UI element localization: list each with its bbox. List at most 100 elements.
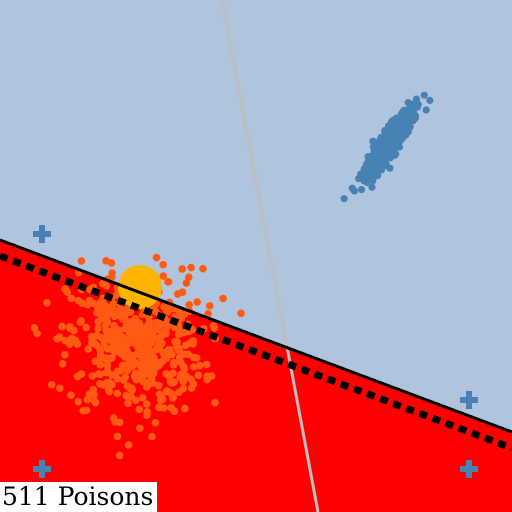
poison-data-point [199,264,207,273]
poison-data-point [142,400,151,408]
poison-data-point [55,333,64,341]
poison-data-point [95,307,104,316]
poisoned-decision-boundary [0,238,512,434]
poison-data-point [85,390,94,399]
poison-data-point [103,361,112,370]
poison-data-point [136,424,144,433]
poison-data-point [161,322,170,331]
poison-data-point [119,315,127,323]
poison-data-point [184,273,193,281]
poison-data-point [110,321,118,330]
clean-data-point [379,142,387,150]
cross-marker [33,225,51,243]
poison-data-point [131,396,140,405]
clean-data-point [394,126,402,135]
clean-data-point [374,158,382,166]
poison-data-point [61,285,69,293]
clean-data-point [420,91,428,99]
poison-data-point [124,354,133,363]
poison-data-point [96,380,104,388]
poison-data-point [187,263,195,272]
poison-data-point [108,354,116,362]
poison-data-point [145,313,153,322]
poison-data-point [148,432,156,441]
poison-data-point [66,323,74,331]
poison-data-point [159,260,167,269]
poison-data-point [67,391,75,399]
poison-data-point [117,366,125,375]
poison-data-point [142,356,150,365]
clean-data-point [404,99,412,107]
poison-data-point [130,318,138,327]
points-layer [30,91,434,491]
cross-marker [460,460,478,478]
poison-data-point [103,345,112,353]
poison-data-point [122,304,131,313]
poison-data-point [104,310,112,318]
poison-data-point [105,335,113,344]
poison-data-point [211,398,219,407]
poison-data-point [177,370,185,379]
clean-data-point [357,186,366,194]
poison-data-point [179,377,188,386]
poison-data-point [204,309,212,318]
poison-data-point [202,360,211,369]
poison-data-point [102,327,110,335]
poison-data-point [135,405,144,414]
cross-marker [460,391,478,409]
poison-data-point [58,360,67,368]
clean-data-point [412,95,421,103]
poison-data-point [123,393,132,401]
poison-data-point [174,330,183,339]
poison-data-point [124,441,133,449]
poison-data-point [88,372,97,380]
poison-data-point [96,370,105,379]
clean-data-point [374,166,382,174]
poison-data-point [77,317,85,325]
poison-data-point [109,414,118,422]
poison-data-point [60,350,69,359]
poison-data-point [139,347,148,355]
poison-data-point [152,253,161,262]
poison-data-point [94,324,102,332]
poison-data-point [82,323,91,332]
clean-data-point [368,183,376,191]
poison-data-point [123,366,132,375]
poison-data-point [155,403,163,412]
poison-data-point [166,377,175,386]
poison-data-point [115,451,124,460]
poison-data-point [182,279,191,287]
poison-data-point [143,411,151,419]
poison-data-point [132,376,141,384]
cross-markers [33,225,478,478]
poison-data-point [94,317,103,326]
poison-data-point [169,369,177,377]
poison-data-point [67,294,76,303]
clean-data-point [426,96,434,105]
poison-data-point [185,301,193,309]
poison-data-point [169,393,177,402]
poison-data-point [186,339,194,347]
clean-data-point [404,117,412,125]
poison-data-point [175,388,183,397]
poison-data-point [105,378,114,387]
clean-data-point [395,143,404,151]
poison-data-point [96,298,104,307]
poison-data-point [138,367,146,375]
poison-data-point [178,265,186,273]
clean-data-point [404,126,412,134]
clean-data-point [366,157,374,165]
poison-data-point [139,325,148,334]
poison-data-point [89,299,97,307]
poison-data-point [101,354,110,363]
poison-data-point [122,347,131,356]
poison-data-point [138,394,147,402]
clean-data-point [373,172,382,180]
cross-marker [33,460,51,478]
clean-data-point [375,149,383,157]
clean-data-point [384,129,392,137]
poison-data-point [189,363,198,371]
poison-data-point [158,339,166,348]
poison-data-point [84,345,93,353]
